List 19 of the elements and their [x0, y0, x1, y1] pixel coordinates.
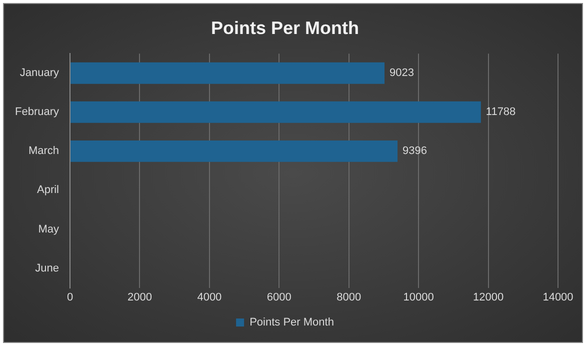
x-tick-label: 10000 — [403, 291, 434, 304]
data-label: 11788 — [486, 106, 516, 118]
x-tick-label: 2000 — [127, 291, 152, 304]
y-tick-label: June — [35, 262, 60, 274]
y-tick-label: February — [14, 106, 60, 118]
x-tick-label: 14000 — [542, 291, 574, 304]
x-tick-label: 12000 — [472, 291, 504, 304]
y-tick-label: January — [20, 67, 60, 80]
y-tick-label: April — [37, 184, 60, 196]
x-tick-label: 8000 — [336, 291, 362, 304]
y-tick-label: May — [38, 223, 60, 236]
y-tick-label: March — [28, 145, 60, 158]
data-label: 9396 — [402, 145, 428, 158]
chart-title: Points Per Month — [211, 18, 359, 38]
x-tick-label: 4000 — [197, 291, 222, 304]
legend-label: Points Per Month — [250, 316, 334, 329]
x-tick-label: 6000 — [266, 291, 292, 304]
x-tick-label: 0 — [66, 291, 74, 304]
data-label: 9023 — [390, 67, 414, 80]
